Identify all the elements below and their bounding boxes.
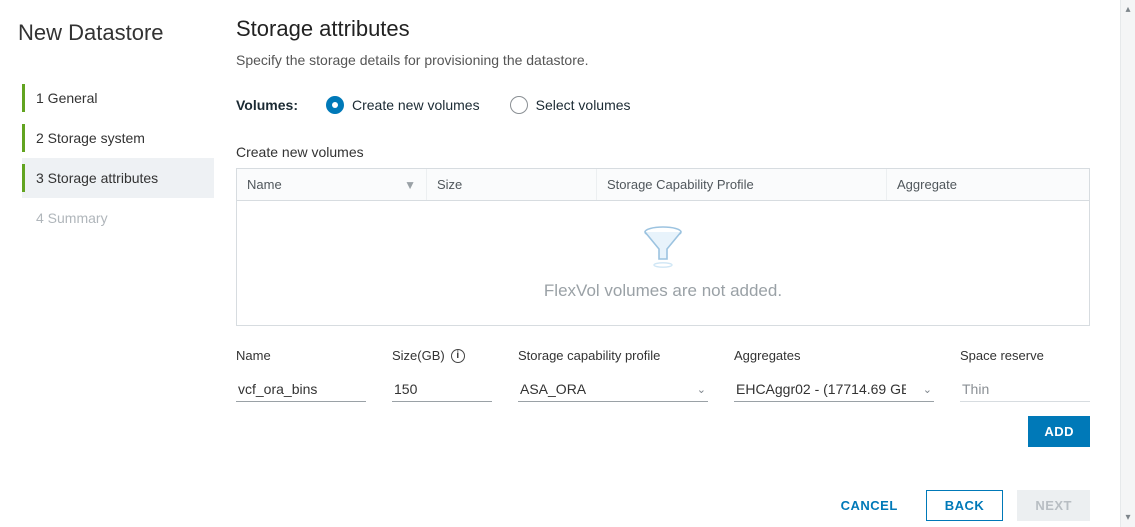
scroll-down-icon[interactable]: ▾ (1125, 508, 1130, 527)
field-label: Storage capability profile (518, 348, 708, 363)
vertical-scrollbar[interactable]: ▴ ▾ (1120, 0, 1135, 527)
step-label: 1 General (36, 90, 97, 106)
volumes-row: Volumes: Create new volumes Select volum… (236, 96, 1090, 114)
page-title: Storage attributes (236, 16, 1090, 42)
space-reserve-input (960, 377, 1090, 402)
col-name[interactable]: Name ▼ (237, 169, 427, 200)
scp-select[interactable]: ASA_ORA ⌄ (518, 377, 708, 402)
label-text: Size(GB) (392, 348, 445, 363)
col-storage-capability-profile[interactable]: Storage Capability Profile (597, 169, 887, 200)
section-caption: Create new volumes (236, 144, 1090, 160)
chevron-down-icon: ⌄ (923, 383, 932, 396)
step-general[interactable]: 1 General (22, 78, 214, 118)
field-label: Name (236, 348, 366, 363)
col-label: Size (437, 177, 462, 192)
name-input[interactable] (236, 377, 366, 402)
chevron-down-icon: ⌄ (697, 383, 706, 396)
funnel-icon (641, 225, 685, 269)
new-volume-form: Name Size(GB) i Storage capability profi… (236, 348, 1090, 402)
table-header: Name ▼ Size Storage Capability Profile A… (237, 169, 1089, 201)
wizard-title: New Datastore (18, 20, 214, 46)
field-storage-capability-profile: Storage capability profile ASA_ORA ⌄ (518, 348, 708, 402)
step-label: 4 Summary (36, 210, 108, 226)
field-name: Name (236, 348, 366, 402)
radio-label: Create new volumes (352, 97, 480, 113)
col-size[interactable]: Size (427, 169, 597, 200)
radio-create-new-volumes[interactable]: Create new volumes (326, 96, 480, 114)
field-label: Size(GB) i (392, 348, 492, 363)
wizard-footer: CANCEL BACK NEXT (827, 490, 1090, 521)
step-label: 3 Storage attributes (36, 170, 158, 186)
add-button[interactable]: ADD (1028, 416, 1090, 447)
step-label: 2 Storage system (36, 130, 145, 146)
radio-icon (326, 96, 344, 114)
col-aggregate[interactable]: Aggregate (887, 169, 1089, 200)
select-value: ASA_ORA (520, 381, 586, 397)
back-button[interactable]: BACK (926, 490, 1004, 521)
volumes-label: Volumes: (236, 97, 298, 113)
step-storage-attributes[interactable]: 3 Storage attributes (22, 158, 214, 198)
radio-icon (510, 96, 528, 114)
size-input[interactable] (392, 377, 492, 402)
wizard-content: Storage attributes Specify the storage d… (214, 0, 1120, 527)
step-summary: 4 Summary (22, 198, 214, 238)
empty-text: FlexVol volumes are not added. (544, 281, 782, 301)
col-label: Name (247, 177, 282, 192)
field-label: Space reserve (960, 348, 1090, 363)
page-subtitle: Specify the storage details for provisio… (236, 52, 1090, 68)
volumes-table: Name ▼ Size Storage Capability Profile A… (236, 168, 1090, 326)
table-empty-state: FlexVol volumes are not added. (237, 201, 1089, 325)
field-aggregates: Aggregates EHCAggr02 - (17714.69 GB ⌄ (734, 348, 934, 402)
field-label: Aggregates (734, 348, 934, 363)
filter-icon[interactable]: ▼ (404, 178, 416, 192)
field-size: Size(GB) i (392, 348, 492, 402)
radio-select-volumes[interactable]: Select volumes (510, 96, 631, 114)
field-space-reserve: Space reserve (960, 348, 1090, 402)
aggregates-select[interactable]: EHCAggr02 - (17714.69 GB ⌄ (734, 377, 934, 402)
col-label: Storage Capability Profile (607, 177, 754, 192)
info-icon[interactable]: i (451, 349, 465, 363)
wizard-sidebar: New Datastore 1 General 2 Storage system… (0, 0, 214, 527)
col-label: Aggregate (897, 177, 957, 192)
select-value: EHCAggr02 - (17714.69 GB (736, 381, 906, 397)
radio-label: Select volumes (536, 97, 631, 113)
wizard-steps: 1 General 2 Storage system 3 Storage att… (22, 78, 214, 238)
next-button: NEXT (1017, 490, 1090, 521)
step-storage-system[interactable]: 2 Storage system (22, 118, 214, 158)
scroll-up-icon[interactable]: ▴ (1125, 0, 1130, 19)
cancel-button[interactable]: CANCEL (827, 490, 912, 521)
